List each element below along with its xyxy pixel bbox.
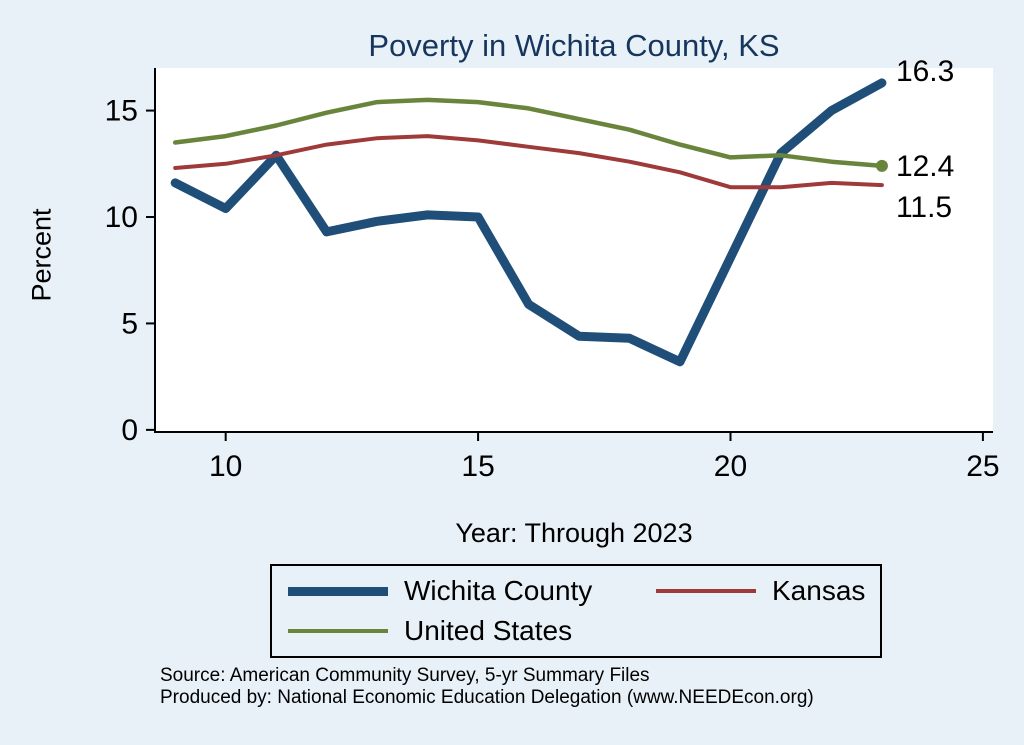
chart-title: Poverty in Wichita County, KS: [368, 28, 780, 63]
x-tick-label: 20: [714, 450, 747, 483]
y-tick-label: 15: [105, 95, 138, 128]
legend-label-united-states: United States: [404, 615, 573, 646]
x-axis-label: Year: Through 2023: [455, 518, 693, 548]
produced-note: Produced by: National Economic Education…: [160, 687, 814, 708]
x-tick-label: 10: [209, 450, 242, 483]
series-end-marker-united-states: [875, 159, 888, 172]
legend-item-united-states: United States: [288, 615, 656, 647]
legend: Wichita County Kansas United States: [270, 564, 882, 658]
legend-item-kansas: Kansas: [656, 575, 880, 607]
end-label-wichita-county: 16.3: [896, 55, 954, 88]
legend-label-wichita-county: Wichita County: [404, 575, 593, 606]
legend-item-wichita-county: Wichita County: [288, 575, 656, 607]
series-line-united-states: [172, 97, 885, 169]
end-label-united-states: 12.4: [896, 150, 954, 183]
x-tick-label: 15: [461, 450, 494, 483]
legend-swatch-wichita-county: [288, 586, 388, 596]
legend-swatch-united-states: [288, 628, 388, 634]
legend-label-kansas: Kansas: [772, 575, 866, 606]
legend-swatch-kansas: [656, 589, 756, 593]
series-line-kansas: [173, 134, 884, 190]
y-tick-label: 10: [105, 201, 138, 234]
y-tick-label: 5: [121, 307, 138, 340]
x-tick-label: 25: [966, 450, 999, 483]
end-label-kansas: 11.5: [896, 191, 952, 224]
plot-background: [155, 68, 993, 432]
y-tick-label: 0: [121, 414, 138, 447]
source-note: Source: American Community Survey, 5-yr …: [160, 665, 650, 686]
